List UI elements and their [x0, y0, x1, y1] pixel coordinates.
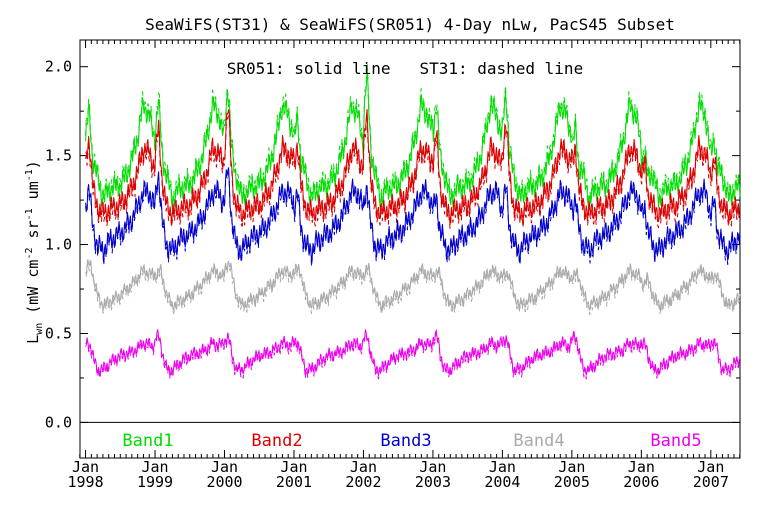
legend-entry-band5: Band5	[650, 431, 701, 451]
x-tick-year-label: 1999	[137, 473, 173, 491]
legend-entry-band3: Band3	[380, 431, 431, 451]
legend-entry-band2: Band2	[251, 431, 302, 451]
x-tick-year-label: 2002	[345, 473, 381, 491]
y-axis-label-units-d: )	[24, 160, 42, 169]
x-tick-year-label: 2003	[415, 473, 451, 491]
x-tick-year-label: 2001	[276, 473, 312, 491]
series-line-band2-sr051	[85, 109, 741, 225]
x-tick-year-label: 2004	[484, 473, 520, 491]
y-tick-label: 1.5	[45, 147, 72, 165]
y-axis-label-exp-2: -1	[24, 208, 35, 220]
x-tick-year-label: 2006	[623, 473, 659, 491]
y-axis-label-exp-1: -2	[24, 247, 35, 259]
y-axis-label-units-a: (mW cm	[24, 260, 42, 323]
svg-text:Lwn (mW cm-2 sr-1 um-1): Lwn (mW cm-2 sr-1 um-1)	[24, 160, 45, 344]
legend: Band1 Band2 Band3 Band4 Band5	[122, 431, 701, 451]
y-axis-label-exp-3: -1	[24, 169, 35, 181]
legend-entry-band1: Band1	[122, 431, 173, 451]
y-tick-label: 0.0	[45, 413, 72, 431]
x-tick-year-label: 2000	[206, 473, 242, 491]
series-line-band5-sr051	[85, 328, 741, 377]
x-tick-month-label: Jan	[72, 458, 99, 476]
x-tick-year-label: 1998	[67, 473, 103, 491]
y-tick-label: 2.0	[45, 58, 72, 76]
chart-title: SeaWiFS(ST31) & SeaWiFS(SR051) 4-Day nLw…	[145, 15, 675, 34]
series-line-band1-sr051	[85, 69, 741, 210]
x-tick-month-label: Jan	[697, 458, 724, 476]
line-style-note: SR051: solid line ST31: dashed line	[227, 59, 583, 78]
x-tick-month-label: Jan	[280, 458, 307, 476]
y-tick-label: 1.0	[45, 236, 72, 254]
legend-entry-band4: Band4	[513, 431, 564, 451]
y-axis-label-units-c: um	[24, 181, 42, 208]
x-tick-year-label: 2007	[693, 473, 729, 491]
series-line-band3-sr051	[85, 167, 741, 262]
series-line-band4-st31	[85, 261, 741, 316]
x-tick-month-label: Jan	[489, 458, 516, 476]
x-tick-month-label: Jan	[558, 458, 585, 476]
y-axis-label-units-b: sr	[24, 220, 42, 247]
x-tick-month-label: Jan	[419, 458, 446, 476]
y-axis-label-main: L	[24, 335, 42, 344]
series-line-band4-sr051	[85, 259, 741, 312]
y-tick-label: 0.5	[45, 324, 72, 342]
x-tick-year-label: 2005	[554, 473, 590, 491]
y-axis-label: Lwn (mW cm-2 sr-1 um-1)	[24, 160, 45, 344]
x-tick-month-label: Jan	[628, 458, 655, 476]
x-tick-month-label: Jan	[141, 458, 168, 476]
x-tick-month-label: Jan	[211, 458, 238, 476]
axes: 0.00.51.01.52.0Jan1998Jan1999Jan2000Jan2…	[45, 39, 741, 491]
series-layer	[85, 63, 741, 380]
y-axis-label-sub: wn	[34, 323, 45, 335]
x-tick-month-label: Jan	[350, 458, 377, 476]
plot-frame	[79, 39, 741, 459]
